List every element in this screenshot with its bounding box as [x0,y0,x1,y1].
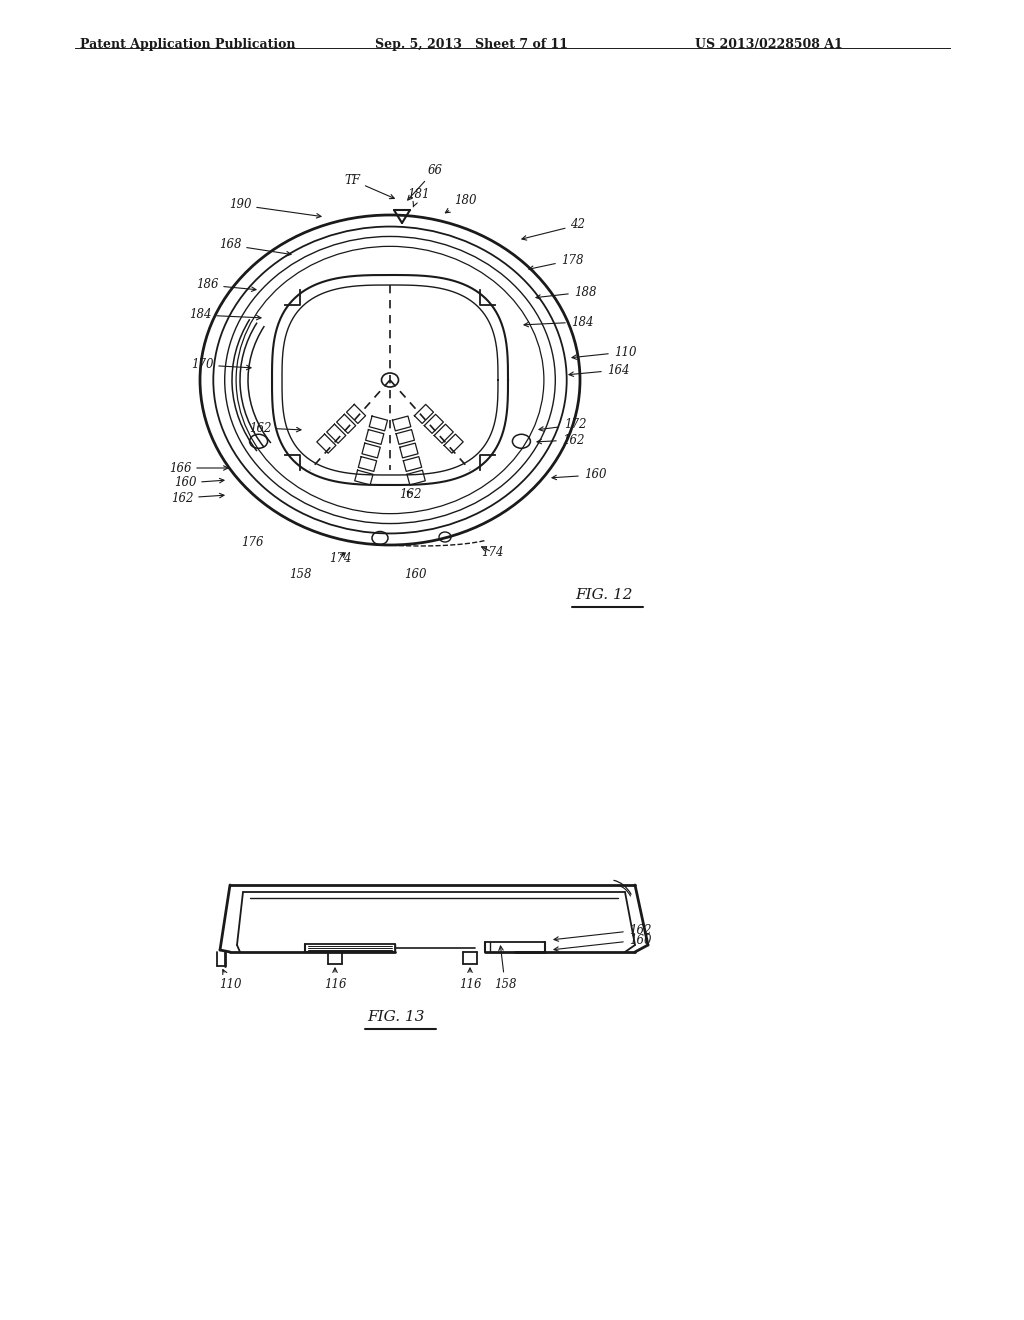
Text: 172: 172 [539,418,587,432]
Text: 162: 162 [398,488,421,502]
Text: 188: 188 [536,285,596,300]
Text: Patent Application Publication: Patent Application Publication [80,38,296,51]
Text: 110: 110 [572,346,636,359]
Text: 162: 162 [171,491,224,504]
Text: 184: 184 [188,309,261,322]
Text: 110: 110 [219,970,242,990]
Text: 168: 168 [219,239,291,256]
Text: 181: 181 [407,189,429,207]
Text: 184: 184 [524,315,593,329]
Text: FIG. 12: FIG. 12 [575,587,633,602]
Text: 176: 176 [241,536,263,549]
Text: 160: 160 [552,469,606,482]
Text: 162: 162 [537,433,585,446]
Text: 116: 116 [459,968,481,990]
Text: 166: 166 [169,462,228,474]
Text: 170: 170 [190,359,251,371]
Text: 116: 116 [324,968,346,990]
Text: 42: 42 [522,219,586,240]
Text: 158: 158 [494,946,516,990]
Text: Sep. 5, 2013   Sheet 7 of 11: Sep. 5, 2013 Sheet 7 of 11 [375,38,568,51]
Text: 164: 164 [569,363,630,376]
Text: 160: 160 [174,477,224,490]
Text: 186: 186 [196,279,256,292]
Text: 174: 174 [329,552,351,565]
Text: 66: 66 [408,164,442,201]
Text: TF: TF [344,173,394,199]
Text: FIG. 13: FIG. 13 [368,1010,425,1024]
Text: 174: 174 [480,545,503,558]
Text: 158: 158 [289,569,311,582]
Text: 178: 178 [529,253,584,271]
Text: 160: 160 [554,933,651,952]
Text: 180: 180 [445,194,476,213]
Text: US 2013/0228508 A1: US 2013/0228508 A1 [695,38,843,51]
Text: 190: 190 [228,198,321,218]
Text: 162: 162 [554,924,651,941]
Text: 162: 162 [249,421,301,434]
Text: 160: 160 [403,569,426,582]
